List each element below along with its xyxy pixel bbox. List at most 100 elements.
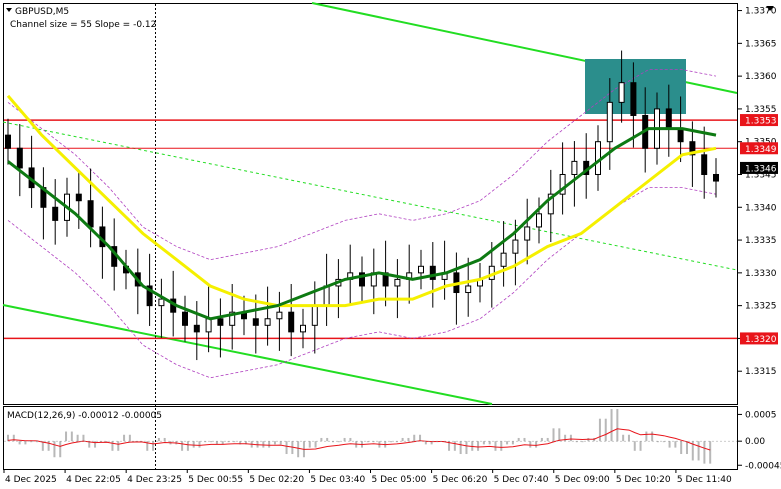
macd-bar bbox=[633, 441, 636, 451]
macd-bar bbox=[448, 441, 451, 451]
macd-bar bbox=[76, 434, 79, 442]
macd-tick-label: 0.0005 bbox=[745, 410, 777, 420]
candle-body bbox=[689, 141, 696, 156]
macd-bar bbox=[7, 434, 9, 442]
candle-body bbox=[182, 311, 188, 326]
envelope-upper bbox=[7, 69, 717, 261]
macd-bar bbox=[419, 434, 422, 442]
time-label: 5 Dec 10:20 bbox=[616, 475, 671, 485]
macd-bar bbox=[517, 437, 520, 442]
candle-body bbox=[276, 311, 283, 320]
macd-bar bbox=[494, 441, 497, 451]
macd-bar bbox=[668, 441, 671, 448]
candle-body bbox=[524, 226, 531, 241]
macd-bar bbox=[552, 428, 555, 442]
macd-bar bbox=[88, 441, 91, 448]
macd-bar bbox=[390, 441, 393, 443]
price-tick-label: 1.3325 bbox=[745, 302, 777, 312]
price-tick-label: 1.3370 bbox=[745, 7, 777, 17]
macd-axis: 0.0005 0.00 -0.00045 bbox=[737, 410, 781, 471]
macd-bar bbox=[210, 441, 213, 443]
macd-bar bbox=[314, 441, 317, 448]
macd-bar bbox=[401, 437, 404, 442]
macd-bar bbox=[157, 437, 160, 442]
macd-bar bbox=[575, 441, 578, 443]
macd-bar bbox=[459, 441, 462, 455]
macd-bar bbox=[331, 441, 334, 443]
macd-bar bbox=[581, 441, 584, 443]
macd-bar bbox=[627, 434, 630, 442]
macd-bar bbox=[511, 441, 514, 445]
macd-bar bbox=[65, 431, 68, 442]
macd-bar bbox=[622, 434, 625, 442]
macd-bar bbox=[343, 437, 346, 442]
macd-bar bbox=[680, 441, 683, 455]
macd-tick-label: 0.00 bbox=[745, 437, 765, 447]
macd-bar bbox=[651, 431, 654, 442]
price-tag bbox=[740, 114, 778, 127]
macd-bar bbox=[320, 437, 323, 442]
macd-bar bbox=[18, 441, 21, 445]
symbol-dropdown-icon[interactable] bbox=[6, 8, 12, 12]
macd-bar bbox=[105, 441, 108, 443]
candle-body bbox=[252, 318, 259, 326]
macd-bar bbox=[215, 441, 218, 445]
macd-bar bbox=[529, 441, 532, 448]
candle-body bbox=[595, 141, 601, 175]
candle-body bbox=[87, 200, 94, 228]
moving-averages bbox=[6, 94, 717, 321]
price-tick-label: 1.3345 bbox=[745, 170, 777, 180]
macd-bar bbox=[94, 441, 97, 448]
macd-bar bbox=[372, 441, 375, 443]
macd-bar bbox=[326, 437, 329, 442]
candle-body bbox=[75, 193, 82, 202]
macd-bar bbox=[569, 434, 572, 442]
time-label: 5 Dec 03:40 bbox=[310, 475, 365, 485]
candle-body bbox=[323, 285, 330, 307]
price-tick-label: 1.3360 bbox=[745, 72, 777, 82]
macd-bar bbox=[366, 441, 369, 443]
candle-body bbox=[359, 272, 365, 287]
candle-body bbox=[429, 265, 436, 280]
macd-bar bbox=[273, 441, 276, 445]
price-tag bbox=[740, 142, 778, 155]
price-tick-label: 1.3340 bbox=[745, 203, 777, 213]
macd-bar bbox=[198, 441, 201, 448]
macd-bar bbox=[656, 441, 659, 443]
price-axis: 1.33701.33651.33601.33551.33501.33451.33… bbox=[737, 7, 777, 377]
macd-bar bbox=[703, 441, 706, 464]
candle-body bbox=[571, 160, 578, 175]
macd-bar bbox=[540, 437, 543, 442]
candle-body bbox=[288, 311, 295, 333]
macd-bar bbox=[500, 441, 503, 451]
candle-body bbox=[665, 108, 672, 130]
candle-body bbox=[264, 318, 271, 326]
macd-bar bbox=[41, 441, 44, 451]
channel-info-label: Channel size = 55 Slope = -0.12 bbox=[10, 20, 156, 30]
scroll-arrow-icon[interactable] bbox=[766, 6, 774, 11]
candle-body bbox=[52, 206, 59, 221]
candle-body bbox=[536, 213, 542, 228]
price-tag bbox=[740, 161, 778, 174]
candle-body bbox=[217, 318, 224, 326]
macd-bar bbox=[47, 441, 50, 451]
time-label: 5 Dec 00:55 bbox=[188, 475, 243, 485]
macd-bar bbox=[163, 437, 166, 442]
price-tag-label: 1.3346 bbox=[745, 164, 777, 174]
macd-bar bbox=[239, 441, 242, 445]
macd-bar bbox=[308, 441, 311, 448]
candle-body bbox=[701, 154, 708, 175]
price-tag-label: 1.3353 bbox=[745, 117, 777, 127]
ma-green-line bbox=[7, 127, 717, 321]
macd-bar bbox=[546, 437, 549, 442]
macd-bar bbox=[233, 441, 236, 443]
candle-body bbox=[229, 311, 236, 326]
macd-bar bbox=[349, 437, 352, 442]
candle-body bbox=[559, 173, 566, 195]
macd-bar bbox=[30, 441, 33, 443]
macd-bar bbox=[12, 434, 15, 442]
macd-bar bbox=[477, 441, 480, 451]
macd-label: MACD(12,26,9) -0.00012 -0.00005 bbox=[7, 411, 162, 421]
